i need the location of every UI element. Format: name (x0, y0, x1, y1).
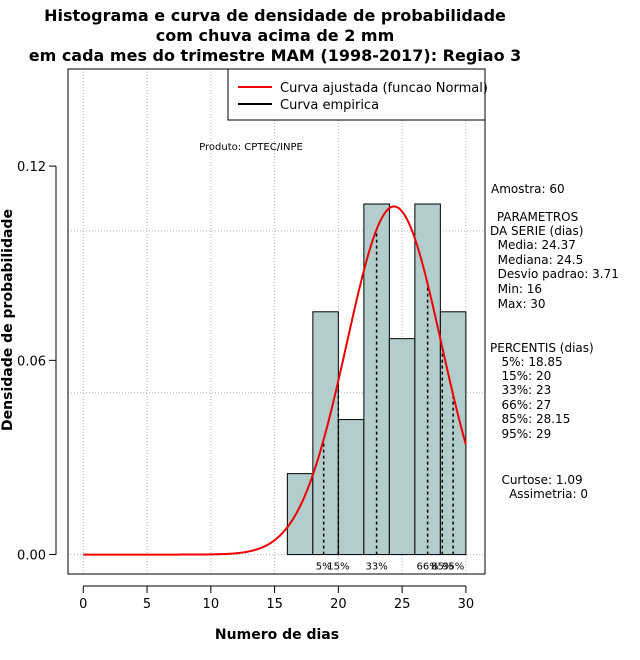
x-tick-label: 0 (79, 597, 87, 612)
percentile-label: 15% (327, 562, 349, 573)
product-annotation: Produto: CPTEC/INPE (199, 142, 303, 153)
percentile-summary-line: 95%: 29 (490, 427, 551, 441)
legend-box (227, 68, 486, 121)
stats-panel: Amostra: 60 PARAMETROS DA SERIE (dias) M… (490, 182, 619, 501)
histogram-bar (312, 311, 339, 556)
skewness: Assimetria: 0 (490, 487, 588, 501)
histogram-bar (388, 338, 416, 556)
percentile-summary-line: 33%: 23 (490, 383, 551, 397)
percentile-label: 85% (431, 562, 453, 573)
y-tick-label: 0.12 (17, 160, 46, 175)
chart-title: Histograma e curva de densidade de proba… (29, 6, 522, 65)
params-line: Min: 16 (490, 282, 542, 296)
percentile-summary-line: 66%: 27 (490, 398, 551, 412)
x-tick-label: 25 (394, 597, 411, 612)
x-tick-label: 20 (330, 597, 347, 612)
histogram-bar (337, 419, 365, 556)
y-tick-label: 0.00 (17, 549, 46, 564)
percentile-summary-line: 5%: 18.85 (490, 355, 563, 369)
percentile-label: 5% (316, 562, 332, 573)
chart-title-line-3: em cada mes do trimestre MAM (1998-2017)… (29, 46, 522, 65)
legend-label-normal: Curva ajustada (funcao Normal) (280, 81, 488, 96)
y-tick-label: 0.06 (17, 354, 46, 369)
chart-title-line-1: Histograma e curva de densidade de proba… (44, 6, 506, 25)
x-tick-label: 30 (458, 597, 475, 612)
x-tick-label: 5 (143, 597, 151, 612)
percentile-lines: 5%15% 33% 66%85%95% (316, 229, 464, 573)
sample-size: Amostra: 60 (491, 182, 565, 196)
params-line: Max: 30 (490, 297, 546, 311)
percentile-label: 95% (442, 562, 464, 573)
kurtosis: Curtose: 1.09 (490, 473, 583, 487)
percentile-summary-line: 15%: 20 (490, 369, 551, 383)
percentile-summary-line: 85%: 28.15 (490, 412, 570, 426)
axes: 0 5 10 15 20 25 30 0.00 0.06 0.12 (17, 160, 474, 612)
params-line: DA SERIE (dias) (490, 224, 583, 238)
params-line: Media: 24.37 (490, 238, 576, 252)
legend-label-empirical: Curva empirica (280, 98, 379, 113)
x-axis-title: Numero de dias (215, 627, 339, 643)
x-tick-label: 15 (266, 597, 283, 612)
params-line: PARAMETROS (493, 210, 578, 224)
percentile-summary-line: PERCENTIS (dias) (490, 341, 594, 355)
normal-curve-line (83, 205, 467, 556)
legend: Curva ajustada (funcao Normal) Curva emp… (227, 68, 488, 121)
histogram-bar (286, 473, 314, 556)
percentile-label: 66% (416, 562, 438, 573)
x-tick-label: 10 (203, 597, 220, 612)
params-line: Mediana: 24.5 (490, 253, 583, 267)
percentile-label: 33% (365, 562, 387, 573)
params-line: Desvio padrao: 3.71 (490, 267, 619, 281)
chart-title-line-2: com chuva acima de 2 mm (156, 26, 395, 45)
normal-curve (83, 205, 467, 556)
y-axis-title: Densidade de probabilidade (0, 209, 16, 431)
